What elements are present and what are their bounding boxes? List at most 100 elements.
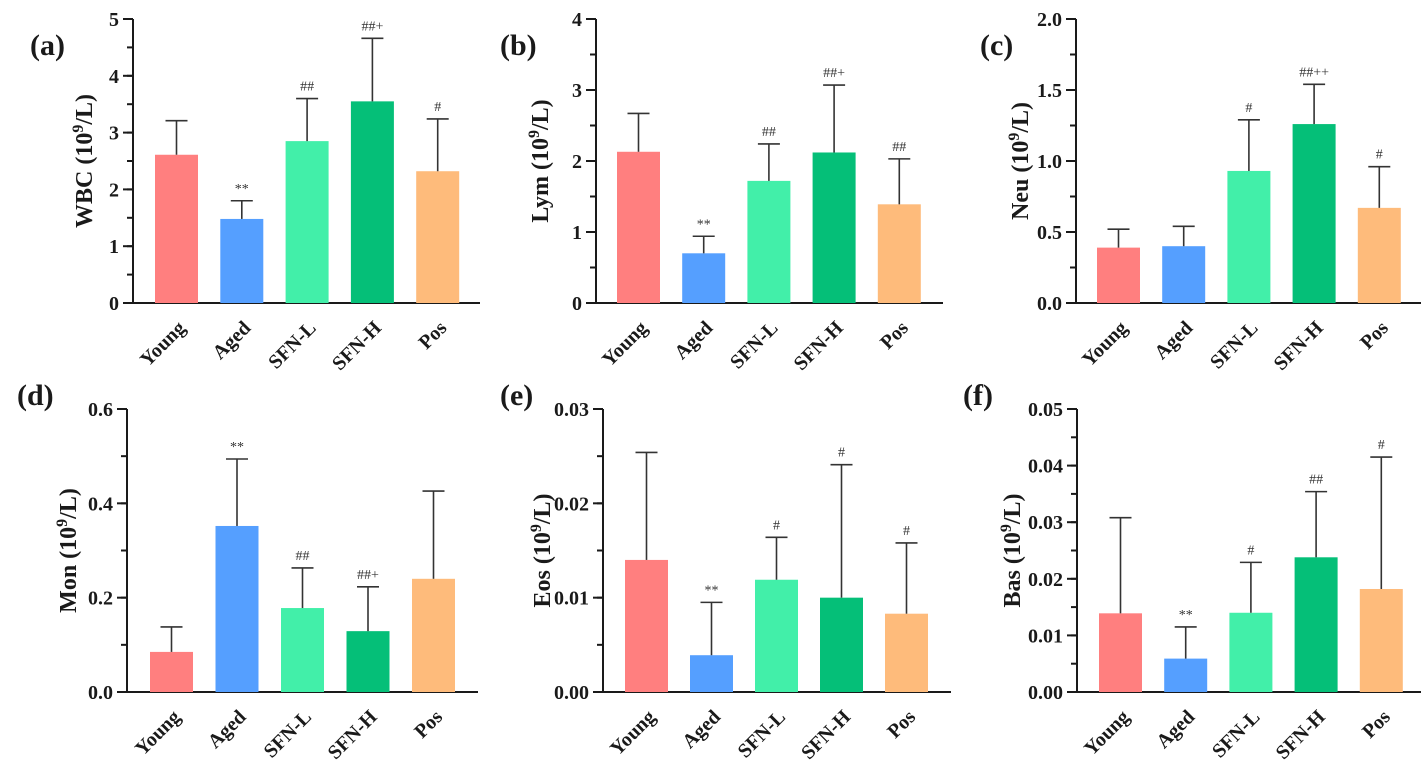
bar-pos — [885, 613, 928, 692]
significance-annotation: ** — [1179, 608, 1193, 623]
significance-annotation: ## — [762, 125, 776, 140]
bar-sfn-h — [820, 597, 863, 692]
y-axis-label: Eos (109/L) — [528, 493, 556, 607]
significance-annotation: # — [903, 524, 910, 539]
x-tick-label: SFN-L — [1206, 317, 1262, 373]
y-tick-label: 0 — [109, 293, 119, 315]
bar-sfn-l — [285, 141, 329, 303]
bar-sfn-l — [747, 180, 791, 303]
x-tick-label: Aged — [670, 317, 717, 364]
y-tick-label: 3 — [109, 123, 119, 145]
significance-annotation: # — [1245, 101, 1252, 116]
y-tick-label: 0 — [572, 293, 582, 315]
significance-annotation: ## — [892, 140, 906, 155]
bar-aged — [1162, 246, 1206, 303]
panel-label: (b) — [500, 29, 537, 62]
panel-f: (f) Bas (109/L) 0.00 0.01 0.02 0.03 0.04 0.05 Yo… — [963, 379, 1421, 764]
panel-label: (c) — [980, 29, 1013, 62]
bar-sfn-h — [350, 101, 394, 303]
bar-sfn-l — [1229, 612, 1273, 692]
significance-annotation: ## — [296, 549, 310, 564]
bar-aged — [220, 218, 264, 303]
y-tick-label: 1 — [109, 236, 119, 258]
y-tick-label: 1.0 — [1037, 151, 1062, 173]
bar-pos — [877, 204, 921, 303]
bar-young — [617, 151, 660, 303]
y-axis-label: WBC (109/L) — [70, 94, 98, 228]
y-tick-label: 0.00 — [554, 682, 589, 704]
x-tick-label: Young — [606, 706, 660, 760]
x-tick-label: Young — [131, 706, 185, 760]
significance-annotation: # — [1376, 148, 1383, 163]
x-tick-label: Pos — [876, 317, 913, 354]
bar-sfn-h — [1292, 124, 1336, 303]
y-tick-label: 0.0 — [1037, 293, 1062, 315]
bar-aged — [690, 655, 733, 692]
y-tick-label: 2 — [572, 151, 582, 173]
bar-sfn-h — [1294, 557, 1338, 692]
y-tick-label: 0.02 — [1028, 569, 1063, 591]
x-tick-label: SFN-H — [1270, 317, 1328, 375]
bar-sfn-l — [1227, 170, 1271, 303]
y-tick-label: 0.02 — [554, 493, 589, 515]
x-tick-label: Aged — [1152, 706, 1199, 753]
bar-pos — [412, 578, 455, 692]
panel-label: (e) — [500, 379, 533, 412]
x-tick-label: Pos — [414, 317, 451, 354]
bar-young — [1099, 613, 1142, 692]
significance-annotation: ** — [235, 182, 249, 197]
x-tick-label: Aged — [204, 706, 251, 753]
bar-young — [625, 559, 668, 692]
bar-aged — [215, 525, 259, 692]
x-tick-label: SFN-H — [797, 706, 855, 764]
x-tick-label: SFN-H — [790, 317, 848, 375]
x-tick-label: Pos — [883, 706, 920, 743]
significance-annotation: # — [434, 100, 441, 115]
bar-sfn-h — [812, 152, 856, 303]
y-tick-label: 0.5 — [1037, 222, 1062, 244]
bar-pos — [1359, 588, 1403, 692]
x-tick-label: Pos — [1358, 706, 1395, 743]
y-tick-label: 0.6 — [88, 399, 113, 421]
y-tick-label: 1.5 — [1037, 80, 1062, 102]
x-tick-label: Young — [598, 317, 652, 371]
panel-d: (d) Mon (109/L) 0.0 0.2 0.4 0.6 Young ** Aged ## S… — [17, 379, 478, 764]
x-tick-label: Young — [1078, 317, 1132, 371]
bar-young — [150, 651, 193, 692]
y-tick-label: 0.01 — [554, 588, 589, 610]
y-axis-label: Mon (109/L) — [54, 488, 82, 613]
x-tick-label: Pos — [1356, 317, 1393, 354]
bar-sfn-h — [346, 631, 390, 692]
significance-annotation: ##+ — [823, 66, 845, 81]
significance-annotation: ## — [1309, 473, 1323, 488]
x-tick-label: SFN-H — [324, 706, 382, 764]
y-tick-label: 0.03 — [1028, 512, 1063, 534]
bar-aged — [682, 253, 726, 303]
significance-annotation: ##+ — [357, 568, 379, 583]
significance-annotation: ## — [300, 80, 314, 95]
y-tick-label: 4 — [572, 9, 582, 31]
y-tick-label: 0.03 — [554, 399, 589, 421]
significance-annotation: ** — [230, 440, 244, 455]
x-tick-label: SFN-H — [328, 317, 386, 375]
x-tick-label: SFN-L — [734, 706, 790, 762]
bar-young — [155, 154, 198, 303]
panel-label: (f) — [963, 379, 993, 412]
panel-b: (b) Lym (109/L) 0 1 2 3 4 Young ** Aged ## SFN-L ##+… — [500, 9, 943, 375]
y-tick-label: 3 — [572, 80, 582, 102]
x-tick-label: SFN-H — [1272, 706, 1330, 764]
bar-young — [1097, 247, 1140, 303]
y-tick-label: 5 — [109, 9, 119, 31]
y-axis-label: Bas (109/L) — [998, 493, 1026, 607]
x-tick-label: SFN-L — [264, 317, 320, 373]
x-tick-label: Pos — [410, 706, 447, 743]
y-tick-label: 0.04 — [1028, 456, 1063, 478]
bar-pos — [1357, 207, 1401, 303]
x-tick-label: Aged — [678, 706, 725, 753]
y-tick-label: 0.00 — [1028, 682, 1063, 704]
x-tick-label: SFN-L — [726, 317, 782, 373]
y-tick-label: 2.0 — [1037, 9, 1062, 31]
x-tick-label: Aged — [208, 317, 255, 364]
significance-annotation: # — [1378, 438, 1385, 453]
